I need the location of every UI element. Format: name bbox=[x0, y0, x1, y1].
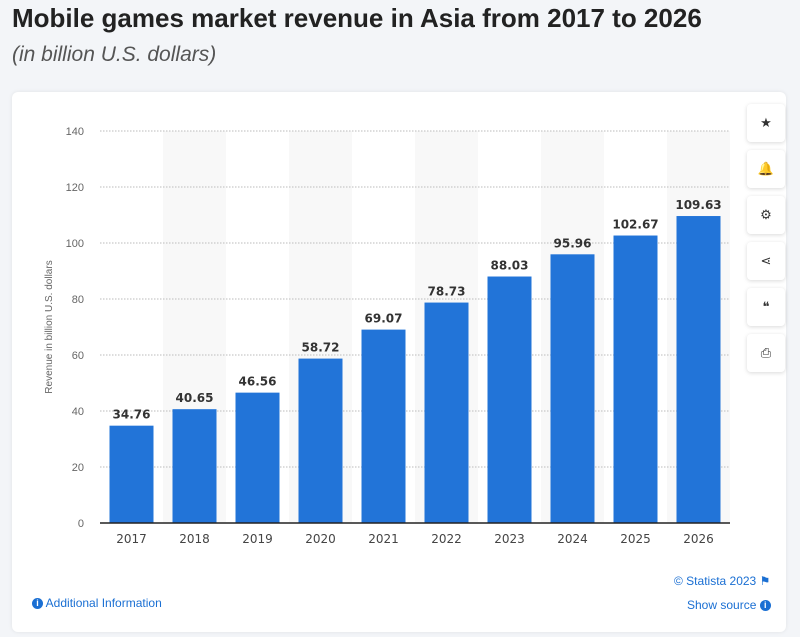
bar-2022 bbox=[424, 302, 469, 523]
star-button[interactable]: ★ bbox=[747, 104, 785, 142]
data-label: 109.63 bbox=[675, 198, 721, 212]
info-icon: i bbox=[32, 598, 43, 610]
x-tick-label: 2021 bbox=[368, 532, 399, 546]
print-icon: ⎙ bbox=[760, 345, 772, 360]
print-button[interactable]: ⎙ bbox=[747, 334, 785, 372]
y-tick-label: 60 bbox=[72, 350, 84, 362]
x-tick-label: 2017 bbox=[116, 532, 147, 546]
show-source-link[interactable]: Show source i bbox=[687, 598, 771, 612]
y-tick-label: 140 bbox=[66, 126, 84, 138]
bar-2024 bbox=[550, 254, 595, 523]
bar-2023 bbox=[487, 276, 532, 523]
gear-icon: ⚙ bbox=[760, 207, 772, 222]
bar-2017 bbox=[109, 425, 154, 523]
page-subtitle: (in billion U.S. dollars) bbox=[12, 43, 217, 66]
y-tick-label: 100 bbox=[66, 238, 84, 250]
y-tick-label: 0 bbox=[78, 518, 84, 530]
copyright-label: © Statista 2023 bbox=[674, 574, 757, 588]
x-tick-label: 2019 bbox=[242, 532, 273, 546]
quote-button[interactable]: ❝ bbox=[747, 288, 785, 326]
page-header: Mobile games market revenue in Asia from… bbox=[12, 2, 800, 68]
bar-2021 bbox=[361, 329, 406, 523]
show-source-label: Show source bbox=[687, 598, 757, 612]
bar-2025 bbox=[613, 235, 658, 524]
copyright-link[interactable]: © Statista 2023 ⚑ bbox=[674, 574, 770, 588]
bar-2020 bbox=[298, 358, 343, 523]
chart-card: 0 20 40 60 80 100 120 140 Revenue in billion U.S… bbox=[12, 92, 786, 632]
flag-icon: ⚑ bbox=[759, 574, 771, 588]
y-tick-label: 80 bbox=[72, 294, 84, 306]
x-tick-label: 2024 bbox=[557, 532, 588, 546]
x-tick-label: 2025 bbox=[620, 532, 651, 546]
bell-button[interactable]: 🔔 bbox=[747, 150, 785, 188]
data-label: 88.03 bbox=[491, 259, 529, 273]
y-axis-label: Revenue in billion U.S. dollars bbox=[44, 260, 55, 393]
gear-button[interactable]: ⚙ bbox=[747, 196, 785, 234]
data-label: 40.65 bbox=[176, 391, 214, 405]
quote-icon: ❝ bbox=[762, 299, 770, 314]
y-tick-label: 120 bbox=[66, 182, 84, 194]
bell-icon: 🔔 bbox=[757, 161, 775, 176]
y-tick-label: 20 bbox=[72, 462, 84, 474]
page-title: Mobile games market revenue in Asia from… bbox=[12, 3, 702, 33]
data-label: 34.76 bbox=[113, 408, 151, 422]
x-tick-label: 2022 bbox=[431, 532, 462, 546]
bar-2026 bbox=[676, 216, 721, 523]
bar-chart: 0 20 40 60 80 100 120 140 Revenue in billion U.S… bbox=[44, 126, 730, 546]
x-tick-label: 2023 bbox=[494, 532, 525, 546]
additional-information-link[interactable]: i Additional Information bbox=[32, 596, 162, 610]
share-button[interactable]: ⋖ bbox=[747, 242, 785, 280]
share-icon: ⋖ bbox=[760, 253, 772, 268]
data-label: 46.56 bbox=[239, 375, 277, 389]
data-label: 69.07 bbox=[365, 312, 403, 326]
star-icon: ★ bbox=[760, 115, 772, 130]
data-label: 95.96 bbox=[554, 236, 592, 250]
x-tick-label: 2026 bbox=[683, 532, 714, 546]
additional-information-label: Additional Information bbox=[45, 596, 162, 610]
x-tick-label: 2020 bbox=[305, 532, 336, 546]
y-tick-label: 40 bbox=[72, 406, 84, 418]
bar-2018 bbox=[172, 409, 217, 523]
x-tick-label: 2018 bbox=[179, 532, 210, 546]
data-label: 102.67 bbox=[612, 218, 658, 232]
info-icon: i bbox=[759, 600, 771, 612]
data-label: 78.73 bbox=[428, 285, 466, 299]
bar-2019 bbox=[235, 392, 280, 523]
data-label: 58.72 bbox=[302, 341, 340, 355]
